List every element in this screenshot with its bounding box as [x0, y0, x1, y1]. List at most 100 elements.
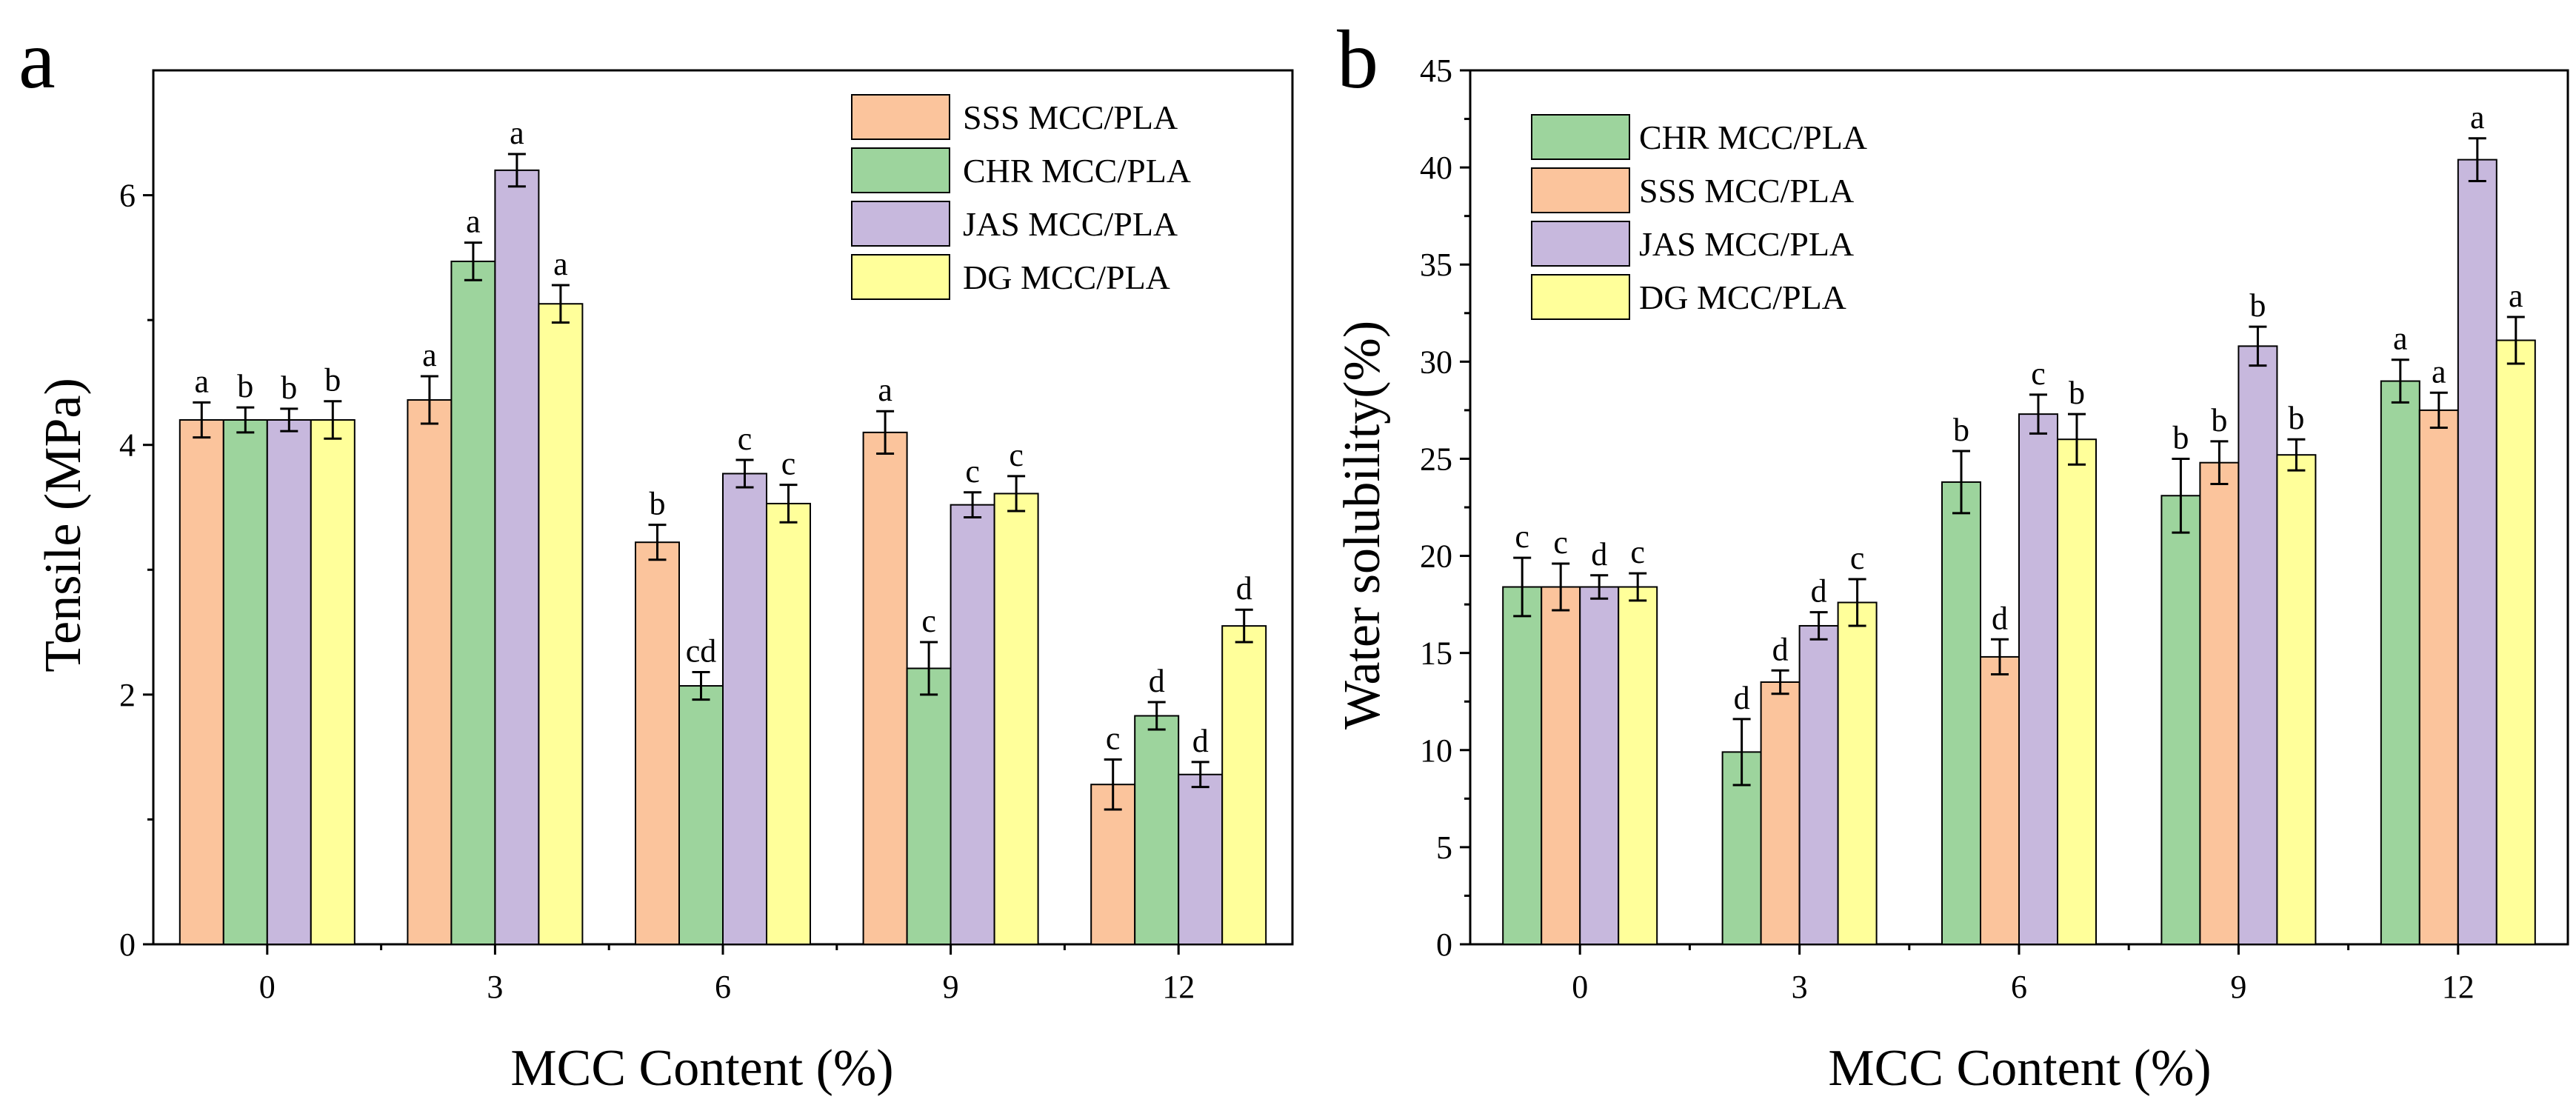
b-legend-swatch: [1531, 167, 1630, 213]
b-x-tick-label: 6: [2011, 969, 2027, 1005]
b-significance-letter: b: [2249, 287, 2266, 324]
panel-a-y-axis-title: Tensile (MPa): [35, 378, 92, 672]
a-significance-letter: d: [1192, 723, 1209, 759]
a-bar: [906, 667, 952, 945]
b-significance-letter: b: [2211, 402, 2227, 438]
panel-a-label: a: [19, 14, 56, 106]
b-y-tick-label: 15: [1420, 635, 1452, 672]
a-significance-letter: c: [781, 446, 796, 482]
a-bar: [1090, 784, 1136, 945]
b-bar: [2160, 495, 2201, 945]
a-bar: [1134, 715, 1180, 945]
a-bar: [993, 493, 1039, 945]
a-significance-letter: a: [195, 363, 210, 399]
a-significance-letter: b: [281, 370, 297, 406]
b-bar: [2018, 413, 2058, 945]
b-bar: [2457, 158, 2497, 946]
b-y-tick-label: 45: [1420, 53, 1452, 89]
a-significance-letter: b: [650, 486, 666, 522]
b-significance-letter: a: [2509, 278, 2523, 314]
b-bar: [1541, 586, 1581, 945]
panel-a-x-axis-title: MCC Content (%): [510, 1040, 893, 1097]
b-y-tick-label: 40: [1420, 150, 1452, 186]
a-y-tick-label: 6: [119, 178, 136, 214]
a-legend-label: SSS MCC/PLA: [963, 99, 1178, 136]
b-legend-label: SSS MCC/PLA: [1639, 172, 1854, 210]
a-significance-letter: a: [466, 204, 481, 240]
a-significance-letter: a: [878, 372, 892, 408]
b-bar: [2276, 454, 2317, 945]
b-significance-letter: b: [2288, 400, 2304, 436]
b-y-tick-label: 25: [1420, 441, 1452, 477]
a-bar: [538, 303, 584, 945]
b-bar: [1941, 481, 1981, 945]
b-significance-letter: b: [2069, 375, 2085, 411]
a-significance-letter: a: [422, 337, 437, 373]
a-significance-letter: d: [1149, 663, 1165, 699]
b-x-tick-label: 9: [2230, 969, 2246, 1005]
a-significance-letter: a: [553, 246, 568, 282]
a-significance-letter: a: [510, 115, 524, 151]
b-significance-letter: d: [1772, 631, 1789, 667]
b-y-tick-label: 20: [1420, 538, 1452, 575]
a-legend-swatch: [851, 201, 950, 247]
a-significance-letter: c: [965, 453, 980, 490]
b-legend-swatch: [1531, 114, 1630, 160]
a-legend-swatch: [851, 94, 950, 140]
b-bar: [1760, 681, 1801, 945]
b-significance-letter: c: [1515, 518, 1529, 555]
b-legend-label: DG MCC/PLA: [1639, 278, 1846, 316]
a-bar: [450, 260, 496, 945]
a-x-tick-label: 12: [1162, 969, 1195, 1005]
b-y-tick-label: 5: [1436, 829, 1452, 866]
a-legend-swatch: [851, 147, 950, 193]
a-legend-label: CHR MCC/PLA: [963, 152, 1191, 190]
panel-b-label: b: [1337, 14, 1378, 106]
b-significance-letter: c: [1553, 524, 1568, 561]
a-legend-label: JAS MCC/PLA: [963, 205, 1178, 243]
b-x-tick-label: 12: [2442, 969, 2475, 1005]
b-significance-letter: d: [1992, 600, 2008, 636]
a-significance-letter: b: [237, 368, 253, 404]
a-legend-label: DG MCC/PLA: [963, 258, 1170, 296]
b-legend-label: CHR MCC/PLA: [1639, 118, 1867, 156]
b-bar: [2199, 461, 2240, 945]
b-significance-letter: b: [1953, 412, 1969, 448]
b-y-tick-label: 10: [1420, 732, 1452, 769]
a-bar: [722, 473, 767, 945]
a-bar: [950, 504, 995, 945]
a-x-tick-label: 3: [487, 969, 503, 1005]
b-y-tick-label: 30: [1420, 344, 1452, 380]
panel-b: b MCC Content (%) Water solubility(%) 0 5…: [1334, 14, 2569, 1097]
a-x-tick-label: 9: [943, 969, 959, 1005]
b-legend-swatch: [1531, 274, 1630, 320]
a-bar: [222, 419, 268, 945]
b-bar: [1798, 624, 1839, 945]
b-significance-letter: d: [1591, 536, 1607, 572]
b-x-tick-label: 0: [1572, 969, 1588, 1005]
a-bar: [1221, 625, 1267, 946]
b-significance-letter: a: [2470, 99, 2485, 136]
panel-b-x-axis-title: MCC Content (%): [1828, 1040, 2211, 1097]
a-bar: [178, 419, 224, 945]
b-y-tick-label: 0: [1436, 927, 1452, 963]
b-significance-letter: b: [2172, 419, 2189, 455]
b-y-tick-label: 35: [1420, 247, 1452, 283]
b-significance-letter: a: [2393, 321, 2408, 357]
a-y-tick-label: 2: [119, 677, 136, 713]
b-legend-label: JAS MCC/PLA: [1639, 225, 1854, 263]
a-bar: [635, 541, 680, 945]
a-y-tick-label: 4: [119, 427, 136, 464]
a-significance-letter: c: [1009, 437, 1024, 473]
b-bar: [1502, 586, 1543, 945]
b-bar: [1618, 586, 1658, 945]
b-bar: [1980, 655, 2020, 946]
b-bar: [2380, 380, 2420, 945]
a-significance-letter: c: [738, 421, 753, 457]
a-bar: [766, 502, 811, 945]
b-legend-swatch: [1531, 221, 1630, 267]
b-bar: [2057, 438, 2097, 945]
b-significance-letter: a: [2432, 353, 2446, 390]
